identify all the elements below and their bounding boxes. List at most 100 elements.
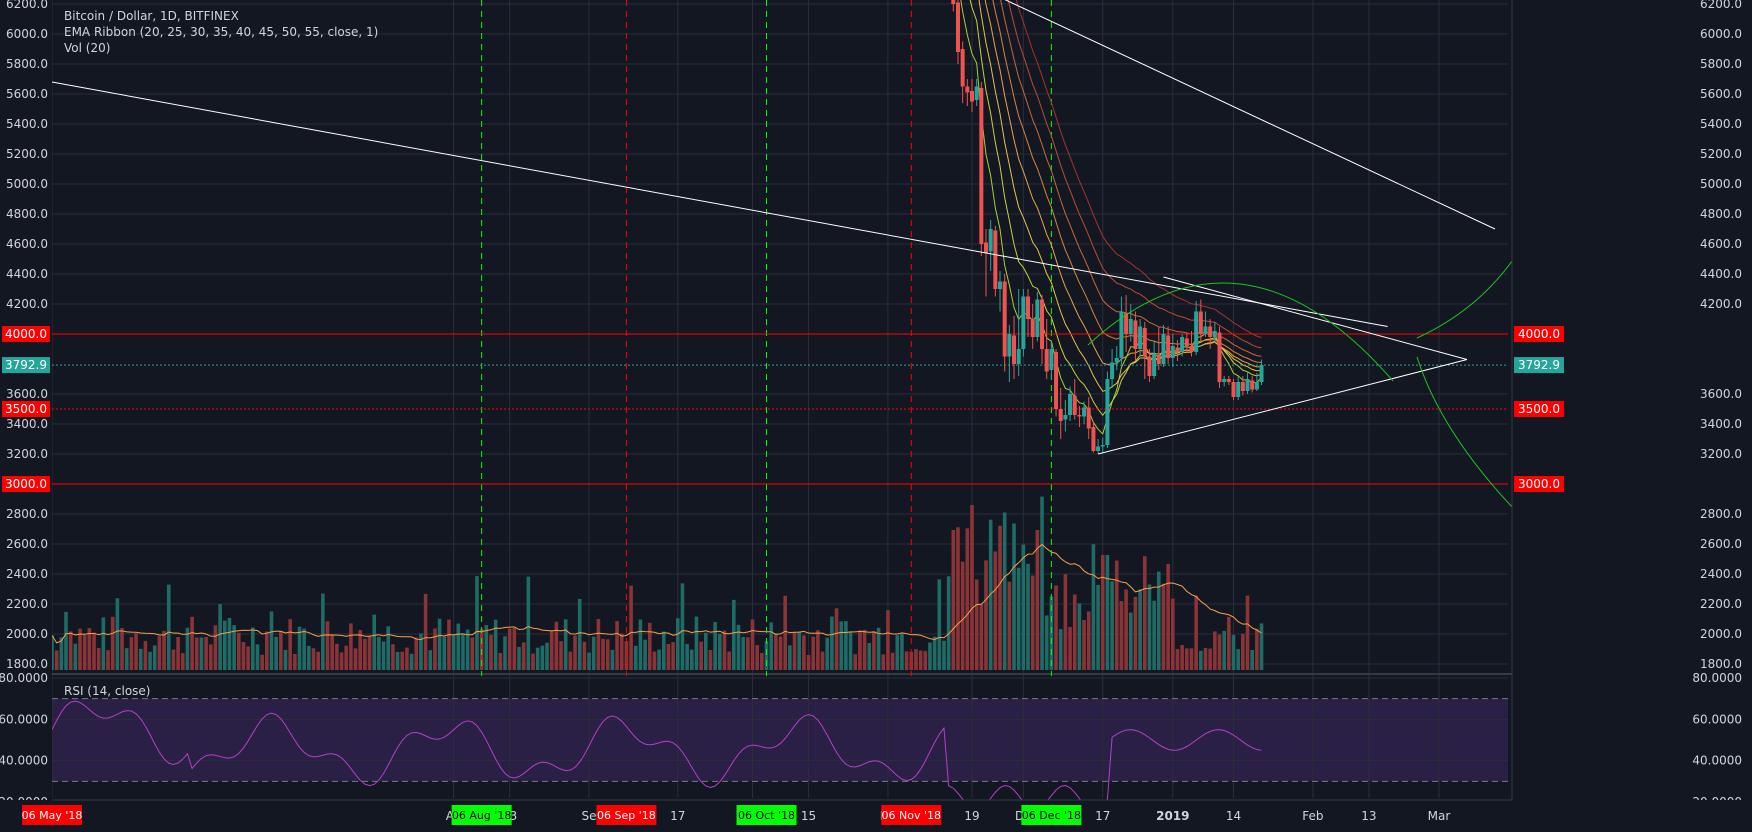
ema-ribbon-line [969, 0, 1262, 417]
volume-bar [321, 593, 325, 670]
volume-bar [227, 617, 232, 670]
volume-bar [736, 624, 741, 670]
volume-bar [1217, 634, 1222, 670]
candle-body [1198, 311, 1203, 334]
volume-bar [615, 620, 619, 670]
volume-bar [531, 653, 535, 670]
candle-body [1212, 331, 1217, 337]
volume-bar [148, 651, 152, 670]
trendline [1097, 359, 1468, 455]
left-rsi-tick-label: 40.0000 [0, 754, 48, 768]
volume-bar [386, 626, 391, 670]
volume-bar [1227, 616, 1231, 670]
volume-bar [619, 633, 624, 670]
volume-label: Vol (20) [64, 41, 111, 55]
volume-bar [307, 645, 311, 670]
left-price-tick-label: 2800.0 [6, 507, 48, 521]
volume-bar [755, 645, 759, 670]
volume-bar [704, 632, 708, 670]
volume-bar [409, 653, 414, 670]
volume-bar [741, 637, 745, 670]
volume-bar [1156, 571, 1161, 670]
candle-body [1119, 311, 1124, 358]
candle-body [1072, 395, 1077, 415]
volume-bar [802, 635, 806, 670]
left-price-tick-label: 4600.0 [6, 237, 48, 251]
volume-bar [1208, 648, 1212, 670]
volume-bar [965, 528, 970, 670]
price-level-tag-label: 3792.9 [1518, 358, 1560, 372]
volume-bar [895, 635, 900, 670]
volume-bar [769, 622, 773, 670]
volume-bar [255, 644, 260, 670]
volume-bar [157, 636, 162, 670]
volume-bar [246, 646, 250, 670]
date-tag-label: 06 Aug '18 [452, 809, 512, 822]
candle-body [1128, 319, 1133, 334]
left-price-level-tag [2, 357, 50, 374]
volume-bar [162, 630, 166, 670]
volume-bar [760, 652, 764, 670]
volume-bar [853, 654, 858, 670]
volume-bar [353, 648, 358, 670]
left-price-tick-label: 5400.0 [6, 117, 48, 131]
volume-bar [1002, 512, 1007, 670]
volume-bar [335, 643, 339, 670]
volume-bar [1203, 647, 1208, 670]
candle-body [1016, 349, 1021, 364]
price-tick-label: 3200.0 [1700, 447, 1742, 461]
candle-body [1226, 379, 1231, 382]
volume-bar [685, 643, 689, 670]
price-tick-label: 5000.0 [1700, 177, 1742, 191]
volume-bar [288, 619, 292, 670]
candle-body [1189, 346, 1194, 352]
ema-ribbon-line [1007, 0, 1262, 349]
volume-bar [1054, 585, 1058, 670]
volume-bar [549, 631, 554, 670]
volume-bar [960, 561, 965, 670]
volume-bars [50, 496, 1264, 670]
volume-bar [1138, 589, 1142, 670]
volume-bar [297, 626, 302, 670]
volume-bar [652, 651, 657, 670]
volume-bar [713, 621, 717, 670]
price-tick-label: 4400.0 [1700, 267, 1742, 281]
volume-bar [1142, 556, 1147, 670]
volume-bar [199, 637, 204, 670]
volume-bar [1124, 589, 1128, 670]
volume-bar [1086, 611, 1091, 670]
volume-bar [377, 636, 381, 670]
volume-bar [932, 636, 937, 670]
volume-bar [1259, 623, 1264, 670]
left-price-tick-label: 5600.0 [6, 87, 48, 101]
candle-body [1063, 415, 1068, 420]
volume-bar [493, 619, 498, 670]
volume-bar [1021, 544, 1026, 670]
candle-body [1040, 299, 1045, 349]
volume-bar [923, 650, 928, 670]
price-tick-label: 5800.0 [1700, 57, 1742, 71]
volume-bar [101, 617, 106, 670]
volume-bar [166, 584, 171, 670]
volume-bar [59, 637, 64, 670]
volume-bar [657, 649, 661, 670]
volume-bar [428, 650, 433, 670]
volume-bar [647, 622, 652, 670]
rsi-tick-label: 60.0000 [1692, 712, 1742, 726]
volume-bar [269, 611, 274, 670]
volume-bar [816, 630, 820, 670]
volume-bar [610, 649, 615, 670]
chart-legend: Bitcoin / Dollar, 1D, BITFINEX EMA Ribbo… [64, 8, 378, 56]
volume-bar [190, 616, 194, 670]
volume-bar [774, 633, 778, 670]
volume-bar [185, 627, 190, 670]
volume-bar [204, 636, 208, 670]
volume-bar [1063, 574, 1068, 670]
candle-body [1124, 313, 1129, 334]
volume-bar [1091, 544, 1096, 670]
volume-bar [381, 641, 386, 670]
candle-body [1161, 334, 1166, 364]
volume-bar [942, 640, 946, 670]
